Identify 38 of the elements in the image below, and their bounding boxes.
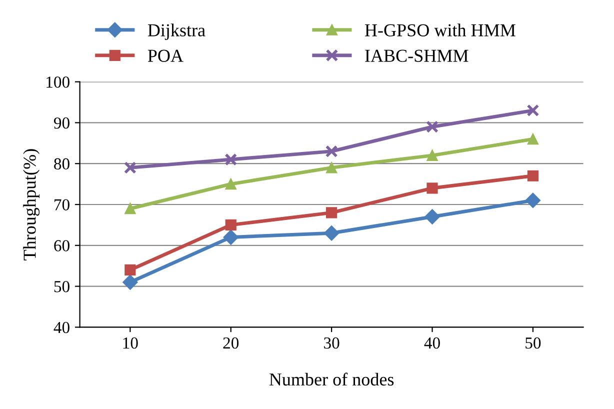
y-tick-label: 50: [54, 281, 70, 292]
point: [424, 209, 440, 224]
point: [225, 178, 236, 190]
legend-label: H-GPSO with HMM: [364, 24, 516, 36]
point: [426, 182, 438, 194]
x-tick-label: 40: [424, 337, 440, 349]
point: [324, 226, 340, 241]
y-axis-title: Throughput(%): [23, 149, 40, 260]
point: [526, 104, 540, 117]
y-tick-label: 40: [54, 322, 70, 334]
point: [325, 145, 338, 158]
legend-label: Dijkstra: [148, 24, 206, 40]
x-tick-label: 30: [324, 337, 340, 349]
point: [124, 161, 136, 174]
y-tick-label: 100: [46, 76, 70, 88]
point: [225, 219, 236, 231]
point: [122, 274, 138, 290]
point: [124, 264, 136, 276]
y-tick-label: 60: [54, 240, 70, 252]
point: [527, 170, 539, 182]
y-tick-label: 80: [54, 158, 70, 170]
point: [426, 150, 438, 161]
x-axis-title: Number of nodes: [269, 372, 394, 386]
point: [224, 153, 238, 166]
legend-label: POA: [148, 50, 184, 62]
point: [525, 192, 541, 208]
point: [326, 162, 338, 174]
x-tick-label: 50: [526, 337, 541, 349]
x-tick-label: 20: [223, 337, 239, 349]
x-tick-label: 10: [123, 337, 138, 349]
point: [124, 203, 136, 214]
y-tick-label: 90: [54, 117, 70, 129]
point: [426, 120, 439, 134]
point: [326, 207, 338, 218]
legend-label: IABC-SHMM: [365, 50, 468, 62]
point: [223, 230, 238, 245]
point: [527, 134, 539, 145]
y-tick-label: 70: [54, 199, 70, 210]
